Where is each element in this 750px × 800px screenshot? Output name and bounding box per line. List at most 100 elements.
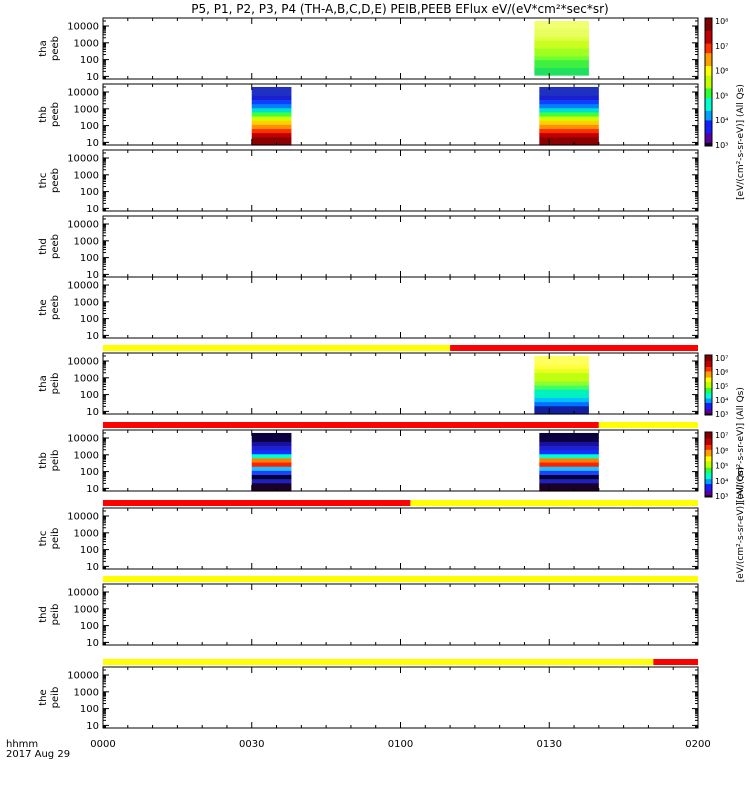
- colorbar-swatch: [705, 487, 712, 490]
- y-tick-label: 100: [80, 121, 99, 132]
- panel-frame: [102, 507, 699, 570]
- colorbar-swatch: [705, 485, 712, 488]
- colorbar-swatch: [705, 492, 712, 495]
- y-tick-label: 10000: [67, 281, 99, 292]
- energy-band: [251, 91, 292, 96]
- energy-band: [251, 132, 292, 138]
- energy-band: [251, 461, 292, 467]
- colorbar-swatch: [705, 391, 712, 393]
- panel-label-product: peeb: [50, 168, 61, 193]
- colorbar-swatch: [705, 50, 712, 54]
- energy-band: [251, 432, 292, 438]
- colorbar-swatch: [705, 114, 712, 118]
- panel-label-product: peib: [50, 450, 61, 472]
- energy-band: [539, 115, 599, 121]
- energy-band: [534, 368, 589, 374]
- colorbar-swatch: [705, 480, 712, 483]
- colorbar-swatch: [705, 59, 712, 64]
- colorbar-swatch: [705, 27, 712, 32]
- y-tick-label: 10000: [67, 434, 99, 445]
- colorbar-side-label: [eV/(cm²-s-sr-eV)] (All Qs): [736, 467, 746, 583]
- colorbar-swatch: [705, 435, 712, 438]
- flag-segment: [653, 659, 698, 665]
- energy-band: [539, 461, 599, 467]
- spectrogram-block: [539, 432, 599, 492]
- colorbar-swatch: [705, 406, 712, 408]
- colorbar-swatch: [705, 385, 712, 387]
- y-tick-label: 100: [80, 545, 99, 556]
- colorbar-swatch: [705, 392, 712, 395]
- energy-band: [539, 453, 599, 459]
- colorbar-swatch: [705, 459, 712, 462]
- y-tick-label: 10: [86, 562, 99, 573]
- colorbar-swatch: [705, 379, 712, 381]
- colorbar-swatch: [705, 40, 712, 45]
- colorbar-tick-label: 10⁵: [715, 382, 728, 391]
- colorbar-tick-label: 10⁷: [715, 431, 728, 440]
- energy-band: [534, 24, 589, 30]
- y-tick-label: 100: [80, 314, 99, 325]
- colorbar-side-label: [eV/(cm²-s-sr-eV)] (All Qs): [736, 387, 746, 503]
- flag-segment: [103, 500, 411, 506]
- y-tick-label: 10000: [67, 512, 99, 523]
- energy-band: [539, 124, 599, 130]
- energy-band: [534, 380, 589, 386]
- colorbar-tick-label: 10⁶: [715, 446, 728, 455]
- energy-band: [539, 120, 599, 125]
- energy-band: [539, 136, 599, 142]
- energy-band: [251, 482, 292, 488]
- energy-band: [534, 376, 589, 382]
- colorbar-swatch: [705, 401, 712, 404]
- y-tick-label: 100: [80, 253, 99, 264]
- energy-band: [539, 445, 599, 451]
- y-tick-label: 1000: [74, 604, 99, 615]
- colorbar-swatch: [705, 371, 712, 374]
- colorbar-tick-label: 10⁴: [715, 116, 728, 125]
- panel-frame: [102, 276, 699, 339]
- energy-band: [539, 111, 599, 117]
- energy-band: [534, 405, 589, 411]
- colorbar-swatch: [705, 471, 712, 474]
- colorbar-swatch: [705, 441, 712, 444]
- energy-band: [534, 372, 589, 378]
- colorbar-tick-label: 10⁵: [715, 91, 728, 100]
- colorbar-swatch: [705, 62, 712, 67]
- energy-band: [251, 103, 292, 109]
- colorbar-swatch: [705, 454, 712, 457]
- colorbar-swatch: [705, 490, 712, 493]
- colorbar-tick-label: 10³: [715, 410, 728, 419]
- colorbar-swatch: [705, 458, 712, 461]
- colorbar-swatch: [705, 78, 712, 83]
- energy-band: [534, 63, 589, 68]
- energy-band: [534, 71, 589, 76]
- y-tick-label: 10000: [67, 220, 99, 231]
- spectrogram-block: [534, 355, 589, 415]
- colorbar-swatch: [705, 356, 712, 359]
- y-tick-label: 10: [86, 331, 99, 342]
- energy-band: [251, 474, 292, 480]
- y-tick-label: 10: [86, 270, 99, 281]
- y-tick-label: 1000: [74, 170, 99, 181]
- colorbar-swatch: [705, 123, 712, 128]
- y-tick-label: 10: [86, 72, 99, 83]
- panel-label-product: peib: [50, 373, 61, 395]
- panel-thc-peeb: 10 100 1000 10000 thc peeb: [38, 149, 699, 215]
- colorbar-swatch: [705, 495, 712, 498]
- colorbar-swatch: [705, 472, 712, 475]
- energy-band: [251, 136, 292, 142]
- colorbar-swatch: [705, 467, 712, 470]
- colorbar-frame: [704, 17, 713, 147]
- colorbar-tick-label: 10⁸: [715, 17, 728, 26]
- colorbar-swatch: [705, 126, 712, 131]
- x-tick-label: 0030: [239, 739, 264, 750]
- panel-the-peib: 10 100 1000 10000 the peib: [38, 659, 699, 732]
- energy-band: [534, 67, 589, 72]
- colorbar-swatch: [705, 456, 712, 459]
- panel-frame: [102, 83, 699, 146]
- colorbar-swatch: [705, 409, 712, 411]
- energy-band: [251, 470, 292, 476]
- energy-band: [251, 120, 292, 125]
- panel-thb-peib: 10 100 1000 10000 thb peib: [38, 422, 699, 495]
- colorbar-swatch: [705, 443, 712, 446]
